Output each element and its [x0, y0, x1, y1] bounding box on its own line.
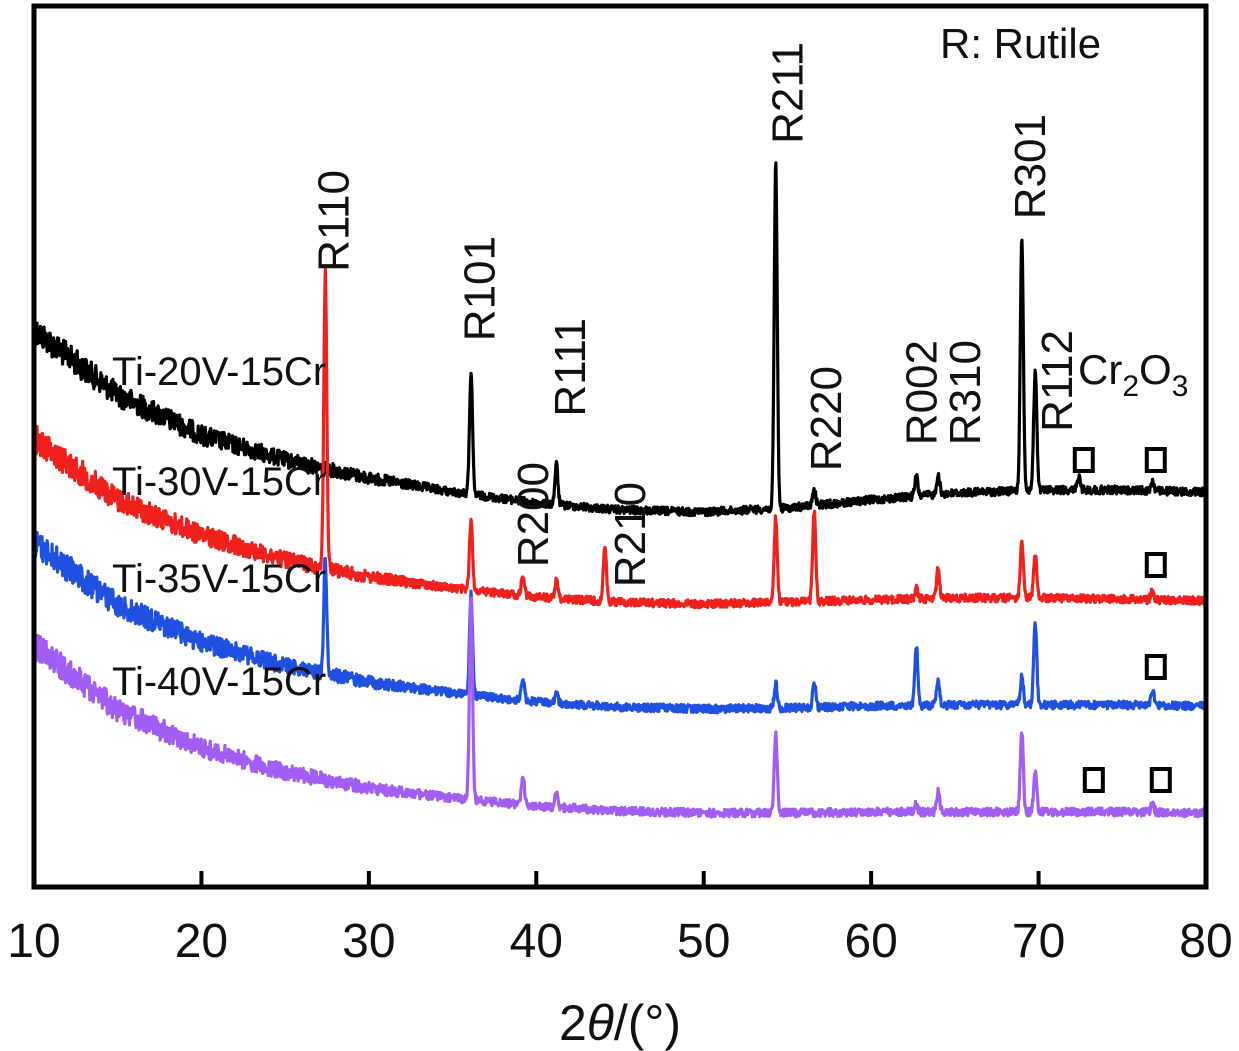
series-layer — [32, 161, 1208, 819]
cr2o3-marker-0 — [1072, 447, 1095, 473]
x-axis-label: 2θ/(°) — [559, 995, 681, 1051]
series-line-0 — [32, 161, 1208, 518]
phase-note-sub1: 2 — [1122, 370, 1139, 403]
x-tick-label-70: 70 — [1012, 915, 1065, 968]
phase-note-base: Cr — [1078, 346, 1122, 393]
peak-label-r111: R111 — [546, 318, 595, 417]
x-tick-label-80: 80 — [1179, 915, 1232, 968]
peak-label-r101: R101 — [455, 236, 504, 341]
series-label-1: Ti-30V-15Cr — [112, 460, 326, 504]
peak-label-r002: R002 — [897, 340, 946, 445]
cr2o3-marker-4 — [1082, 767, 1105, 793]
x-axis-label-symbol: θ — [587, 995, 614, 1051]
phase-note: Cr2O3 — [1078, 346, 1188, 403]
phase-note-mid: O — [1139, 346, 1172, 393]
peak-label-r220: R220 — [802, 366, 851, 471]
peak-label-r211: R211 — [763, 42, 812, 144]
cr2o3-marker-layer — [1072, 447, 1172, 793]
x-tick-label-50: 50 — [677, 915, 730, 968]
cr2o3-marker-1 — [1144, 447, 1167, 473]
x-axis-label-prefix: 2 — [559, 995, 587, 1051]
plot-frame — [31, 3, 1209, 890]
series-label-0: Ti-20V-15Cr — [112, 350, 326, 394]
x-tick-label-40: 40 — [510, 915, 563, 968]
peak-label-r301: R301 — [1006, 114, 1055, 219]
cr2o3-marker-2 — [1144, 552, 1167, 578]
series-line-3 — [32, 596, 1208, 819]
x-tick-label-20: 20 — [175, 915, 228, 968]
x-tick-label-30: 30 — [342, 915, 395, 968]
x-axis-label-suffix: /(°) — [614, 995, 681, 1051]
peak-label-r210: R210 — [606, 482, 655, 587]
x-axis: 10 20 30 40 50 60 70 80 — [7, 871, 1233, 968]
legend-note: R: Rutile — [940, 20, 1101, 67]
peak-label-r110: R110 — [310, 170, 359, 272]
cr2o3-marker-5 — [1149, 767, 1172, 793]
x-tick-label-10: 10 — [7, 915, 60, 968]
series-label-3: Ti-40V-15Cr — [112, 660, 326, 704]
phase-note-sub2: 3 — [1172, 370, 1189, 403]
peak-label-r112: R112 — [1033, 330, 1082, 432]
peak-label-r310: R310 — [941, 340, 990, 445]
series-label-layer: Ti-20V-15Cr Ti-30V-15Cr Ti-35V-15Cr Ti-40V-… — [112, 350, 326, 704]
series-line-2 — [32, 529, 1208, 715]
peak-label-r200: R200 — [509, 462, 558, 567]
series-label-2: Ti-35V-15Cr — [112, 557, 326, 601]
series-line-1 — [32, 265, 1208, 610]
cr2o3-marker-3 — [1144, 654, 1167, 680]
x-tick-label-60: 60 — [844, 915, 897, 968]
